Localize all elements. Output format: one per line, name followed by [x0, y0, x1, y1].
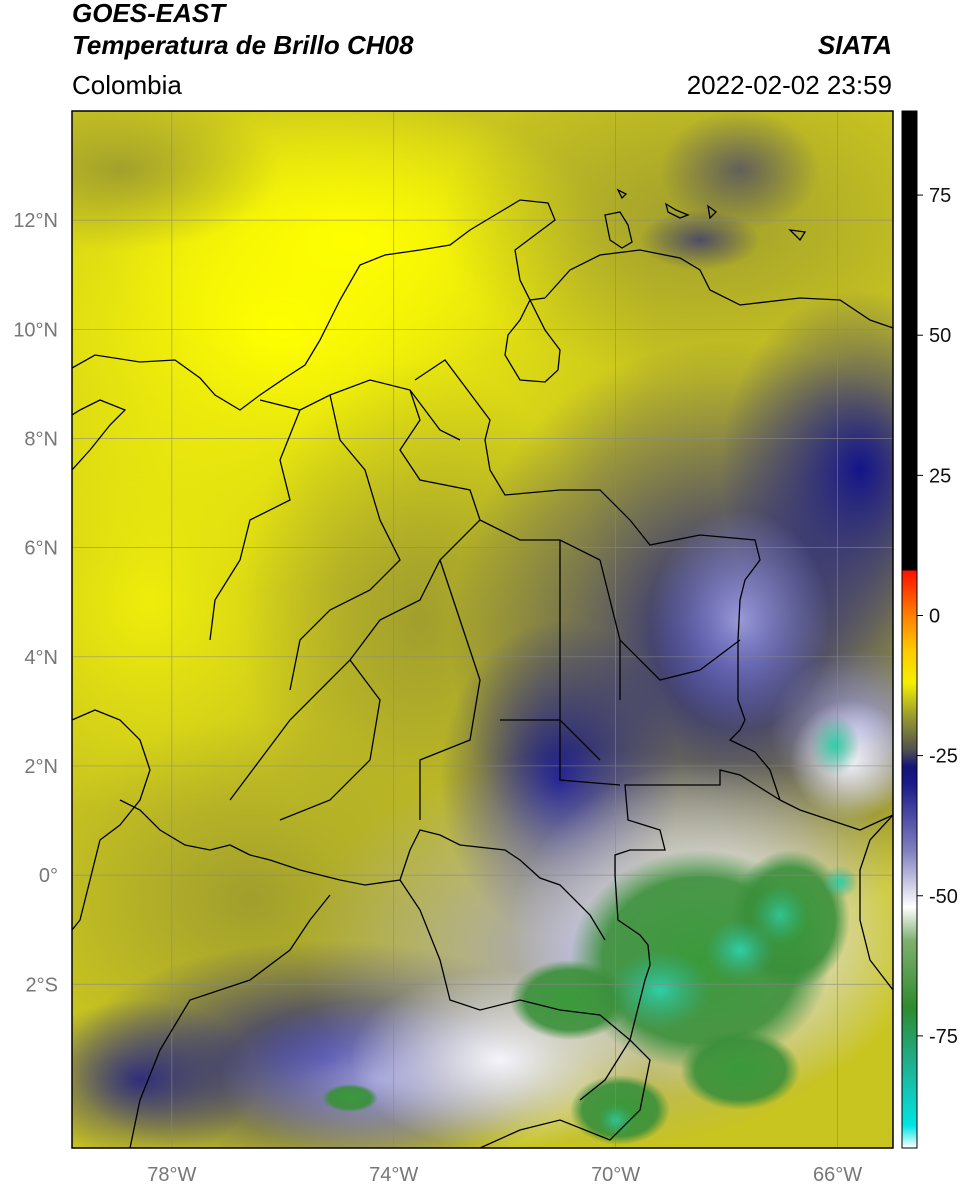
colorbar-tick-label: 25	[929, 465, 951, 487]
colorbar	[901, 110, 918, 1149]
product-title: Temperatura de Brillo CH08	[72, 30, 414, 60]
lon-tick-label: 78°W	[147, 1164, 196, 1186]
brightness-temperature-image	[72, 111, 893, 1148]
border-colombia-peru	[249, 829, 606, 941]
coastline-pacific-south	[72, 709, 151, 931]
border-peru-brazil	[399, 879, 631, 1041]
border-colombia-ecuador	[119, 799, 251, 856]
coastline-pacific	[72, 399, 127, 471]
lat-tick-label: 12°N	[13, 210, 58, 232]
colorbar-tick-label: -50	[929, 886, 958, 908]
border-colombia-brazil	[579, 769, 781, 1101]
border-bolivia	[859, 814, 893, 991]
satellite-title: GOES-EAST	[72, 0, 226, 28]
lon-tick-label: 66°W	[813, 1164, 862, 1186]
country-boundaries	[72, 199, 893, 1148]
longitude-labels: 78°W 74°W 70°W 66°W	[147, 1164, 862, 1186]
datetime-label: 2022-02-02 23:59	[686, 70, 892, 100]
agency-label: SIATA	[817, 30, 892, 60]
latitude-labels: 12°N 10°N 8°N 6°N 4°N 2°N 0° 2°S	[13, 210, 58, 996]
colorbar-ticks: 75 50 25 0 -25 -50 -75	[917, 185, 958, 1048]
internal-divisions	[209, 379, 741, 821]
region-label: Colombia	[72, 70, 182, 100]
lat-tick-label: 8°N	[24, 428, 58, 450]
lat-tick-label: 0°	[39, 865, 58, 887]
lat-tick-label: 10°N	[13, 319, 58, 341]
lat-tick-label: 6°N	[24, 538, 58, 560]
border-peru-ecuador	[129, 894, 331, 1148]
coastline-lake-maracaibo	[504, 298, 561, 383]
border-venezuela-brazil	[779, 799, 893, 831]
border-peru-south	[479, 1039, 651, 1148]
coastline-caribbean	[72, 199, 556, 411]
graticule	[72, 111, 893, 1148]
lon-tick-label: 70°W	[591, 1164, 640, 1186]
colorbar-tick-label: -75	[929, 1026, 958, 1048]
lat-tick-label: 2°S	[26, 974, 58, 996]
islands	[604, 188, 807, 249]
map-frame	[71, 110, 894, 1149]
coastline-venezuela	[544, 249, 893, 329]
colorbar-tick-label: 75	[929, 185, 951, 207]
colorbar-tick-label: 50	[929, 325, 951, 347]
lon-tick-label: 74°W	[369, 1164, 418, 1186]
lat-tick-label: 4°N	[24, 647, 58, 669]
colorbar-tick-label: 0	[929, 605, 940, 627]
lat-tick-label: 2°N	[24, 756, 58, 778]
border-colombia-venezuela	[414, 359, 781, 801]
colorbar-tick-label: -25	[929, 746, 958, 768]
